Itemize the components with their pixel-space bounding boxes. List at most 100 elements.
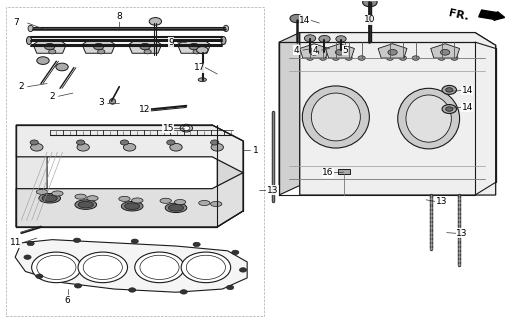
Circle shape: [124, 143, 136, 151]
Ellipse shape: [198, 78, 206, 82]
Text: 6: 6: [65, 296, 71, 305]
Circle shape: [305, 35, 316, 42]
Ellipse shape: [169, 204, 184, 211]
Ellipse shape: [221, 36, 226, 44]
Polygon shape: [16, 173, 243, 227]
Circle shape: [181, 252, 231, 283]
Text: 15: 15: [162, 124, 174, 132]
Circle shape: [442, 105, 457, 114]
Text: 4: 4: [312, 45, 318, 55]
Circle shape: [36, 274, 43, 278]
Polygon shape: [378, 44, 407, 58]
Circle shape: [320, 56, 327, 60]
Circle shape: [94, 44, 104, 50]
Circle shape: [37, 57, 49, 64]
Text: 5: 5: [342, 45, 348, 55]
Ellipse shape: [42, 195, 57, 202]
Ellipse shape: [125, 203, 140, 210]
Text: 13: 13: [436, 197, 447, 206]
Text: 12: 12: [140, 105, 151, 114]
Circle shape: [56, 63, 68, 71]
Circle shape: [211, 143, 223, 151]
Circle shape: [210, 140, 219, 145]
Text: FR.: FR.: [448, 9, 469, 23]
Text: 13: 13: [267, 186, 278, 195]
Circle shape: [49, 50, 56, 54]
Text: 8: 8: [116, 12, 122, 21]
Ellipse shape: [174, 199, 186, 204]
Circle shape: [358, 56, 365, 60]
Polygon shape: [300, 33, 496, 52]
Circle shape: [30, 140, 38, 145]
Ellipse shape: [28, 25, 33, 32]
Text: 14: 14: [462, 103, 473, 112]
Circle shape: [193, 50, 200, 54]
Bar: [6, 7, 264, 316]
Circle shape: [319, 36, 330, 43]
Circle shape: [232, 250, 239, 255]
Text: 1: 1: [253, 146, 259, 155]
Ellipse shape: [26, 36, 32, 44]
Ellipse shape: [39, 194, 60, 203]
Ellipse shape: [78, 201, 94, 208]
Circle shape: [78, 252, 128, 283]
Ellipse shape: [119, 196, 130, 201]
Ellipse shape: [311, 93, 360, 141]
Text: 10: 10: [364, 15, 376, 24]
Polygon shape: [300, 33, 496, 195]
Ellipse shape: [210, 201, 222, 206]
Ellipse shape: [75, 194, 86, 199]
Text: 2: 2: [50, 92, 55, 101]
Circle shape: [388, 50, 397, 55]
Ellipse shape: [36, 189, 48, 195]
Polygon shape: [16, 125, 243, 173]
Polygon shape: [217, 141, 243, 227]
Circle shape: [77, 140, 85, 145]
Circle shape: [24, 255, 31, 260]
Ellipse shape: [199, 200, 210, 205]
Circle shape: [442, 85, 457, 94]
Polygon shape: [300, 44, 329, 58]
Circle shape: [98, 50, 105, 54]
Circle shape: [166, 140, 175, 145]
Circle shape: [290, 14, 303, 23]
Circle shape: [73, 238, 81, 243]
Text: 16: 16: [323, 168, 334, 177]
Circle shape: [386, 56, 393, 60]
Circle shape: [77, 143, 89, 151]
Ellipse shape: [398, 88, 460, 149]
Circle shape: [183, 126, 190, 130]
Circle shape: [74, 284, 82, 288]
Circle shape: [170, 143, 182, 151]
Circle shape: [446, 88, 453, 92]
Circle shape: [451, 56, 458, 60]
Text: 4: 4: [294, 45, 299, 55]
Polygon shape: [431, 44, 460, 58]
Ellipse shape: [132, 198, 143, 203]
Circle shape: [189, 44, 199, 50]
Circle shape: [149, 18, 162, 25]
Circle shape: [31, 143, 43, 151]
Text: 2: 2: [19, 82, 24, 91]
Ellipse shape: [223, 25, 229, 32]
Polygon shape: [129, 40, 162, 53]
Circle shape: [440, 50, 450, 55]
Text: 17: 17: [193, 63, 205, 72]
Ellipse shape: [87, 196, 98, 201]
Polygon shape: [33, 40, 66, 53]
Circle shape: [310, 50, 319, 55]
FancyArrow shape: [479, 10, 505, 20]
Polygon shape: [16, 141, 47, 227]
Circle shape: [332, 56, 340, 60]
Circle shape: [345, 56, 353, 60]
Ellipse shape: [75, 200, 97, 209]
Circle shape: [135, 252, 184, 283]
Circle shape: [193, 242, 200, 247]
Circle shape: [140, 44, 150, 50]
Text: 3: 3: [98, 98, 104, 107]
Circle shape: [196, 47, 208, 53]
Circle shape: [180, 290, 187, 294]
Text: 14: 14: [299, 16, 311, 25]
Circle shape: [362, 0, 377, 7]
Circle shape: [144, 50, 151, 54]
